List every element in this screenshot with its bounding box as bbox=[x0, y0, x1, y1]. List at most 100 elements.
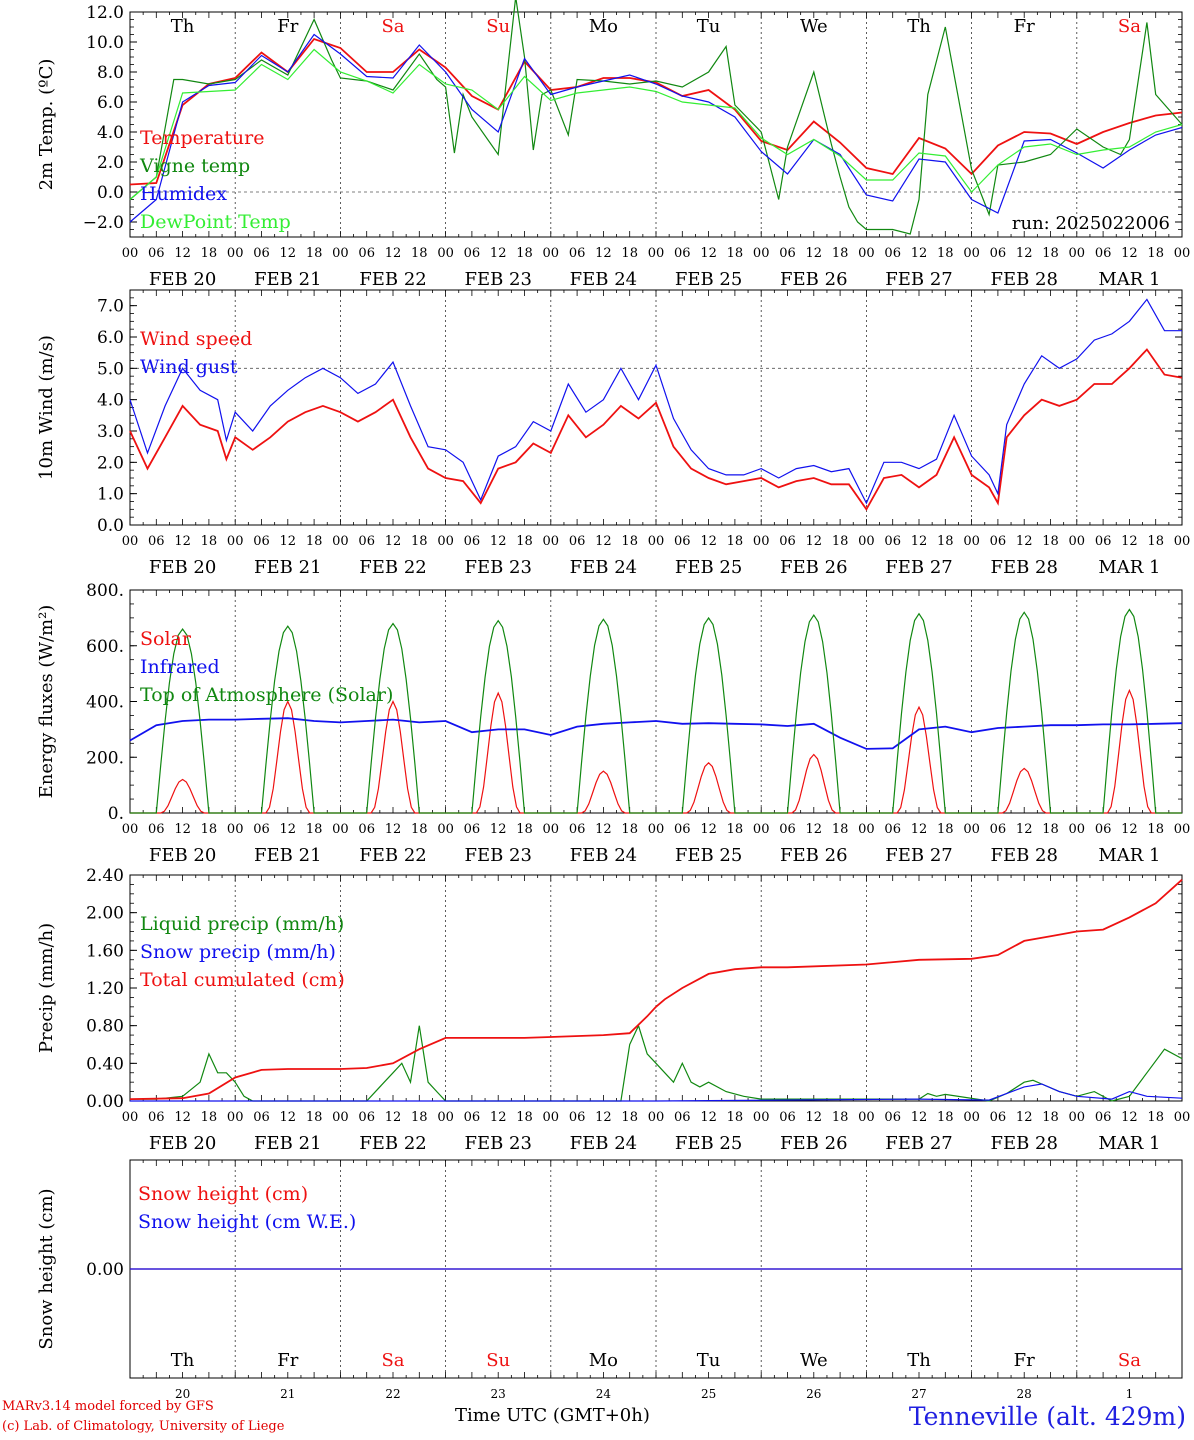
date-label: FEB 26 bbox=[780, 557, 847, 578]
date-label: FEB 23 bbox=[464, 557, 531, 578]
hour-tick-label: 00 bbox=[963, 246, 980, 261]
hour-tick-label: 12 bbox=[1016, 822, 1033, 837]
hour-tick-label: 06 bbox=[1095, 246, 1112, 261]
hour-tick-label: 06 bbox=[358, 822, 375, 837]
hour-tick-label: 18 bbox=[832, 534, 849, 549]
date-label: FEB 24 bbox=[570, 1133, 637, 1154]
hour-tick-label: 12 bbox=[174, 246, 191, 261]
hour-tick-label: 00 bbox=[332, 822, 349, 837]
hour-tick-label: 12 bbox=[174, 822, 191, 837]
day-label: Sa bbox=[1118, 1350, 1141, 1371]
date-label: FEB 20 bbox=[149, 845, 216, 866]
hour-tick-label: 18 bbox=[937, 1110, 954, 1125]
hour-tick-label: 18 bbox=[201, 1110, 218, 1125]
day-label: Su bbox=[486, 1350, 510, 1371]
hour-tick-label: 18 bbox=[937, 822, 954, 837]
hour-tick-label: 06 bbox=[779, 534, 796, 549]
day-label: Mo bbox=[589, 1350, 618, 1371]
hour-tick-label: 18 bbox=[832, 246, 849, 261]
hour-tick-label: 18 bbox=[1042, 822, 1059, 837]
hour-tick-label: 12 bbox=[806, 1110, 823, 1125]
hour-tick-label: 12 bbox=[174, 1110, 191, 1125]
date-label: FEB 22 bbox=[359, 845, 426, 866]
hour-tick-label: 12 bbox=[806, 246, 823, 261]
hour-tick-label: 18 bbox=[1042, 1110, 1059, 1125]
hour-tick-label: 06 bbox=[779, 246, 796, 261]
hour-tick-label: 18 bbox=[306, 822, 323, 837]
y-axis-label: 10m Wind (m/s) bbox=[36, 335, 57, 480]
hour-tick-label: 00 bbox=[543, 534, 560, 549]
y-tick-label: 6.0 bbox=[97, 93, 124, 113]
hour-tick-label: 18 bbox=[306, 534, 323, 549]
legend-entry: Snow height (cm) bbox=[138, 1183, 308, 1205]
date-label: FEB 25 bbox=[675, 845, 742, 866]
y-tick-label: 2.40 bbox=[86, 866, 124, 886]
day-label: Fr bbox=[1014, 16, 1035, 37]
hour-tick-label: 18 bbox=[201, 822, 218, 837]
y-tick-label: 0.80 bbox=[86, 1017, 124, 1037]
day-number-label: 27 bbox=[911, 1387, 926, 1401]
legend-entry: Snow height (cm W.E.) bbox=[138, 1211, 356, 1233]
hour-tick-label: 06 bbox=[674, 534, 691, 549]
date-label: FEB 25 bbox=[675, 557, 742, 578]
hour-tick-label: 12 bbox=[595, 534, 612, 549]
day-number-label: 26 bbox=[806, 1387, 821, 1401]
hour-tick-label: 06 bbox=[990, 534, 1007, 549]
day-label: We bbox=[800, 16, 828, 37]
hour-tick-label: 12 bbox=[1121, 1110, 1138, 1125]
date-label: FEB 28 bbox=[990, 269, 1057, 290]
date-label: FEB 20 bbox=[149, 269, 216, 290]
y-tick-label: 7.0 bbox=[97, 297, 124, 317]
hour-tick-label: 00 bbox=[753, 822, 770, 837]
hour-tick-label: 12 bbox=[490, 822, 507, 837]
panel-snow: 0.00 Snow height (cm) Th 20 Fr 21 Sa 22 Su 23 Mo 24… bbox=[36, 1159, 1183, 1401]
y-tick-label: 0.0 bbox=[97, 183, 124, 203]
day-label: Tu bbox=[697, 1350, 721, 1371]
hour-tick-label: 18 bbox=[411, 822, 428, 837]
hour-tick-label: 00 bbox=[122, 822, 139, 837]
y-tick-label: 600. bbox=[86, 637, 124, 657]
day-label: Sa bbox=[381, 16, 404, 37]
hour-tick-label: 06 bbox=[884, 1110, 901, 1125]
legend-entry: Solar bbox=[140, 628, 192, 650]
panel-temperature: 12.0 10.0 8.0 6.0 4.0 2.0 0.0 −2.0 2m Temp. (ºC)… bbox=[36, 0, 1190, 290]
series-line bbox=[129, 33, 1183, 223]
y-tick-label: 1.20 bbox=[86, 979, 124, 999]
day-number-label: 22 bbox=[385, 1387, 400, 1401]
legend-entry: Infrared bbox=[140, 656, 220, 678]
panel-precip: 2.40 2.00 1.60 1.20 0.80 0.40 0.00 Precip (mm/h… bbox=[36, 866, 1190, 1154]
hour-tick-label: 06 bbox=[253, 822, 270, 837]
date-label: FEB 25 bbox=[675, 1133, 742, 1154]
legend-entry: Liquid precip (mm/h) bbox=[140, 913, 344, 935]
hour-tick-label: 06 bbox=[464, 534, 481, 549]
date-label: FEB 22 bbox=[359, 557, 426, 578]
hour-tick-label: 06 bbox=[674, 822, 691, 837]
hour-tick-label: 12 bbox=[385, 534, 402, 549]
legend-entry: Wind speed bbox=[140, 328, 252, 350]
date-label: FEB 26 bbox=[780, 1133, 847, 1154]
hour-tick-label: 12 bbox=[490, 246, 507, 261]
hour-tick-label: 06 bbox=[779, 1110, 796, 1125]
series-line bbox=[129, 48, 1183, 200]
date-label: MAR 1 bbox=[1098, 269, 1160, 290]
series-line bbox=[129, 0, 1183, 235]
day-number-label: 1 bbox=[1126, 1387, 1134, 1401]
hour-tick-label: 18 bbox=[1042, 534, 1059, 549]
hour-tick-label: 06 bbox=[253, 534, 270, 549]
y-tick-label: 800. bbox=[86, 581, 124, 601]
hour-tick-label: 18 bbox=[727, 822, 744, 837]
series-line bbox=[129, 37, 1183, 186]
hour-tick-label: 12 bbox=[1121, 246, 1138, 261]
hour-tick-label: 06 bbox=[569, 1110, 586, 1125]
date-label: FEB 28 bbox=[990, 845, 1057, 866]
hour-tick-label: 12 bbox=[911, 1110, 928, 1125]
y-axis-label: Energy fluxes (W/m²) bbox=[36, 605, 57, 799]
hour-tick-label: 12 bbox=[280, 246, 297, 261]
y-tick-label: 1.60 bbox=[86, 941, 124, 961]
hour-tick-label: 12 bbox=[174, 534, 191, 549]
day-label: Su bbox=[486, 16, 510, 37]
date-label: FEB 24 bbox=[570, 269, 637, 290]
hour-tick-label: 00 bbox=[437, 822, 454, 837]
hour-tick-label: 06 bbox=[569, 822, 586, 837]
hour-tick-label: 12 bbox=[490, 1110, 507, 1125]
